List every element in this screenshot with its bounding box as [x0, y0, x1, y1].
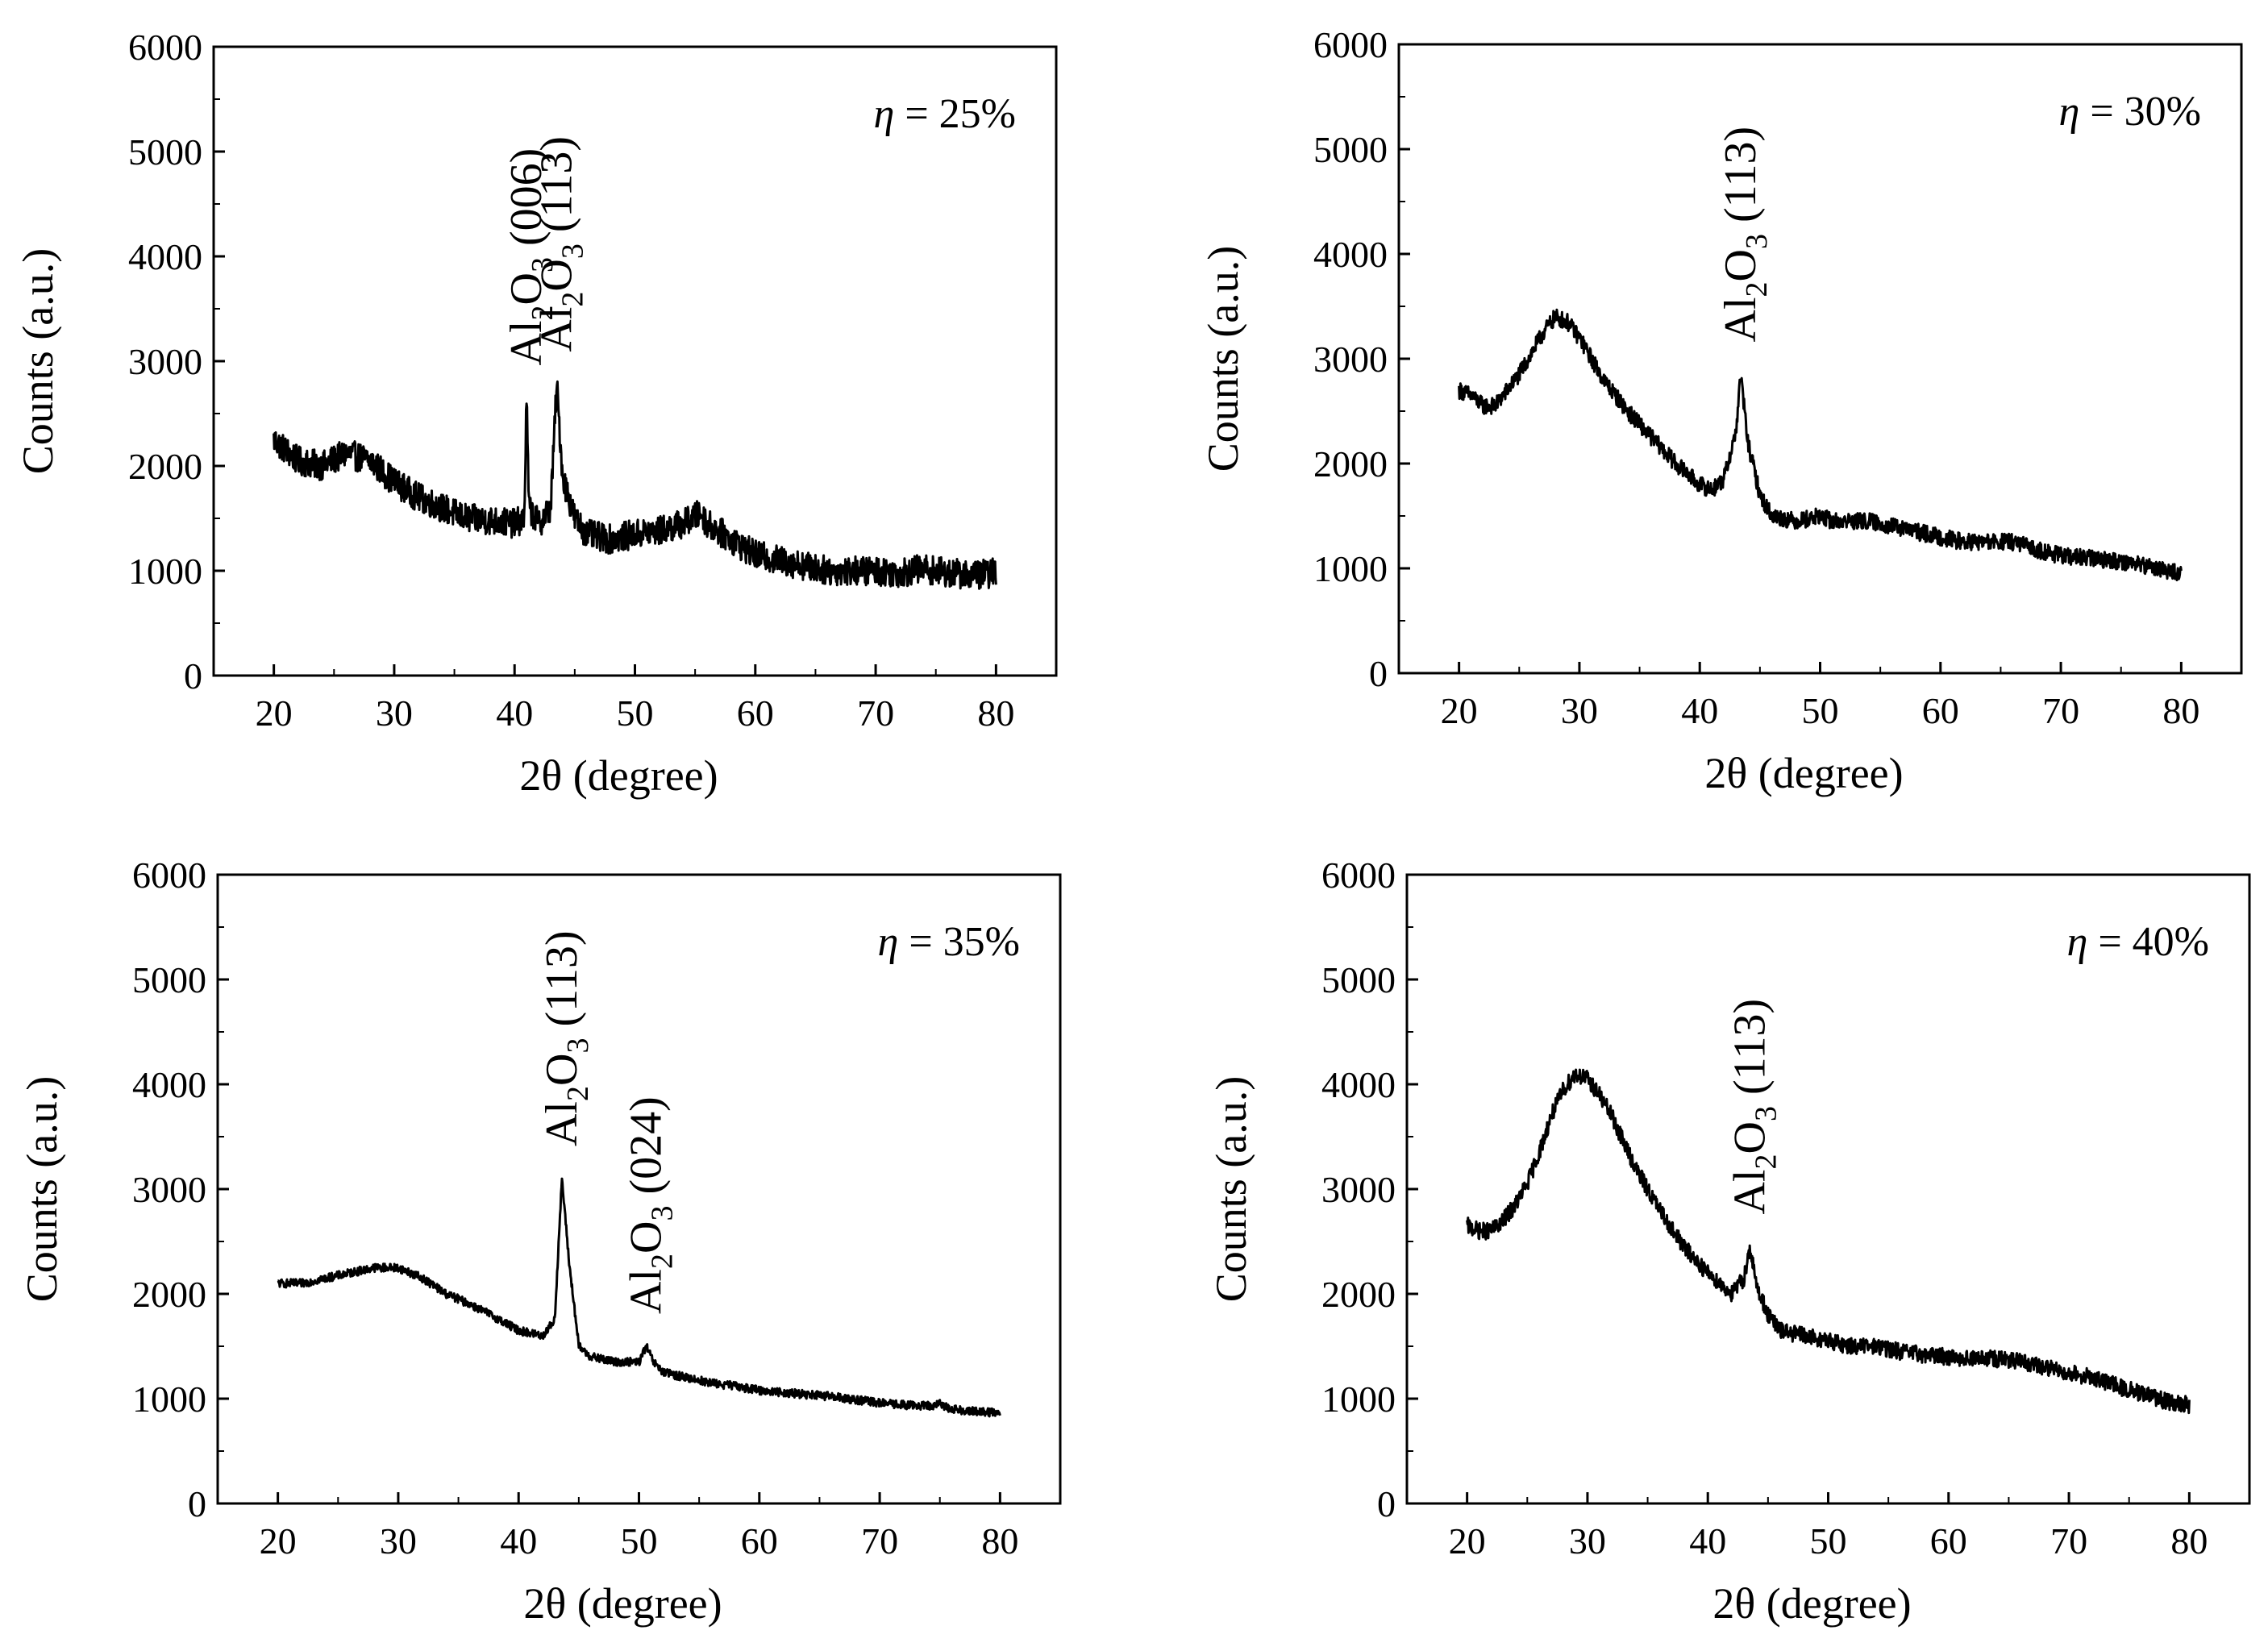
y-axis-title: Counts (a.u.) [1207, 1076, 1255, 1302]
y-tick-label: 0 [184, 655, 202, 697]
x-tick-label: 30 [380, 1520, 417, 1562]
xrd-series-line [1458, 308, 2183, 582]
y-tick-label: 1000 [132, 1379, 206, 1420]
y-axis-title: Counts (a.u.) [18, 1076, 66, 1302]
x-tick-label: 60 [1922, 690, 1959, 731]
y-tick-label: 6000 [128, 27, 202, 68]
eta-label: η = 35% [878, 919, 1020, 965]
x-tick-label: 70 [2050, 1520, 2087, 1562]
x-tick-label: 40 [496, 692, 533, 734]
x-tick-label: 50 [621, 1520, 658, 1562]
x-tick-label: 30 [1569, 1520, 1606, 1562]
y-tick-label: 4000 [1321, 1064, 1396, 1105]
x-tick-label: 80 [977, 692, 1014, 734]
y-tick-label: 4000 [128, 236, 202, 277]
y-tick-label: 6000 [132, 855, 206, 896]
y-tick-label: 2000 [132, 1274, 206, 1315]
y-tick-label: 0 [1369, 653, 1388, 694]
eta-label: η = 25% [874, 91, 1016, 137]
x-tick-label: 70 [857, 692, 894, 734]
xrd-series-line [1466, 1068, 2191, 1415]
x-tick-label: 50 [617, 692, 654, 734]
eta-label: η = 30% [2059, 89, 2201, 135]
y-tick-label: 5000 [1321, 959, 1396, 1000]
y-tick-label: 4000 [1313, 234, 1388, 275]
y-tick-label: 1000 [1321, 1379, 1396, 1420]
y-tick-label: 5000 [128, 131, 202, 173]
peak-annotation: Al2O3 (113) [1716, 127, 1774, 343]
peak-annotation: Al2O3 (113) [531, 136, 589, 352]
x-tick-label: 50 [1810, 1520, 1847, 1562]
x-tick-label: 20 [1441, 690, 1478, 731]
x-tick-label: 60 [741, 1520, 778, 1562]
x-tick-label: 70 [2042, 690, 2079, 731]
y-tick-label: 3000 [128, 341, 202, 382]
eta-label: η = 40% [2067, 919, 2209, 965]
x-tick-label: 40 [1689, 1520, 1726, 1562]
y-tick-label: 3000 [132, 1169, 206, 1210]
x-tick-label: 30 [376, 692, 413, 734]
y-tick-label: 3000 [1313, 339, 1388, 380]
y-axis-title: Counts (a.u.) [1199, 246, 1247, 472]
y-tick-label: 2000 [128, 446, 202, 487]
y-tick-label: 5000 [1313, 129, 1388, 170]
x-tick-label: 40 [500, 1520, 537, 1562]
y-axis-title: Counts (a.u.) [14, 248, 62, 474]
peak-annotation: Al2O3 (113) [1725, 999, 1783, 1215]
x-tick-label: 40 [1681, 690, 1718, 731]
y-tick-label: 3000 [1321, 1169, 1396, 1210]
plot-frame [1405, 873, 2251, 1505]
x-tick-label: 50 [1802, 690, 1839, 731]
x-axis-title: 2θ (degree) [519, 751, 718, 800]
y-tick-label: 2000 [1321, 1274, 1396, 1315]
x-tick-label: 20 [1449, 1520, 1486, 1562]
y-tick-label: 0 [188, 1483, 206, 1524]
x-tick-label: 20 [256, 692, 293, 734]
x-axis-title: 2θ (degree) [1704, 749, 1903, 797]
x-tick-label: 30 [1561, 690, 1598, 731]
x-tick-label: 60 [1930, 1520, 1967, 1562]
y-tick-label: 5000 [132, 959, 206, 1000]
peak-annotation: Al2O3 (024) [621, 1096, 679, 1314]
y-tick-label: 1000 [128, 551, 202, 592]
x-tick-label: 20 [260, 1520, 297, 1562]
x-axis-title: 2θ (degree) [523, 1579, 722, 1628]
xrd-series-line [273, 380, 997, 590]
y-tick-label: 1000 [1313, 548, 1388, 589]
x-tick-label: 80 [2162, 690, 2199, 731]
y-tick-label: 6000 [1321, 855, 1396, 896]
x-tick-label: 80 [2170, 1520, 2208, 1562]
y-tick-label: 6000 [1313, 24, 1388, 65]
chart-panel-top-left: 20 30 40 50 60 70 80 0 1000 2000 3000 4000 5000 6000 2… [14, 27, 1058, 800]
xrd-series-line [277, 1177, 1001, 1418]
y-tick-label: 2000 [1313, 443, 1388, 484]
y-tick-label: 4000 [132, 1064, 206, 1105]
y-tick-label: 0 [1377, 1483, 1396, 1524]
x-axis-title: 2θ (degree) [1712, 1579, 1911, 1628]
chart-panel-bottom-right: 20 30 40 50 60 70 80 0 1000 2000 3000 4000 5000 6000 2… [1207, 855, 2251, 1628]
x-tick-label: 80 [981, 1520, 1018, 1562]
chart-panel-top-right: 20 30 40 50 60 70 80 0 1000 2000 3000 4000 5000 6000 2… [1199, 24, 2243, 797]
x-tick-label: 60 [737, 692, 774, 734]
x-tick-label: 70 [861, 1520, 898, 1562]
chart-panel-bottom-left: 20 30 40 50 60 70 80 0 1000 2000 3000 4000 5000 6000 2… [18, 855, 1062, 1628]
peak-annotation: Al2O3 (113) [537, 930, 595, 1146]
peak-annotation: Al2O3 (006) [501, 148, 560, 366]
